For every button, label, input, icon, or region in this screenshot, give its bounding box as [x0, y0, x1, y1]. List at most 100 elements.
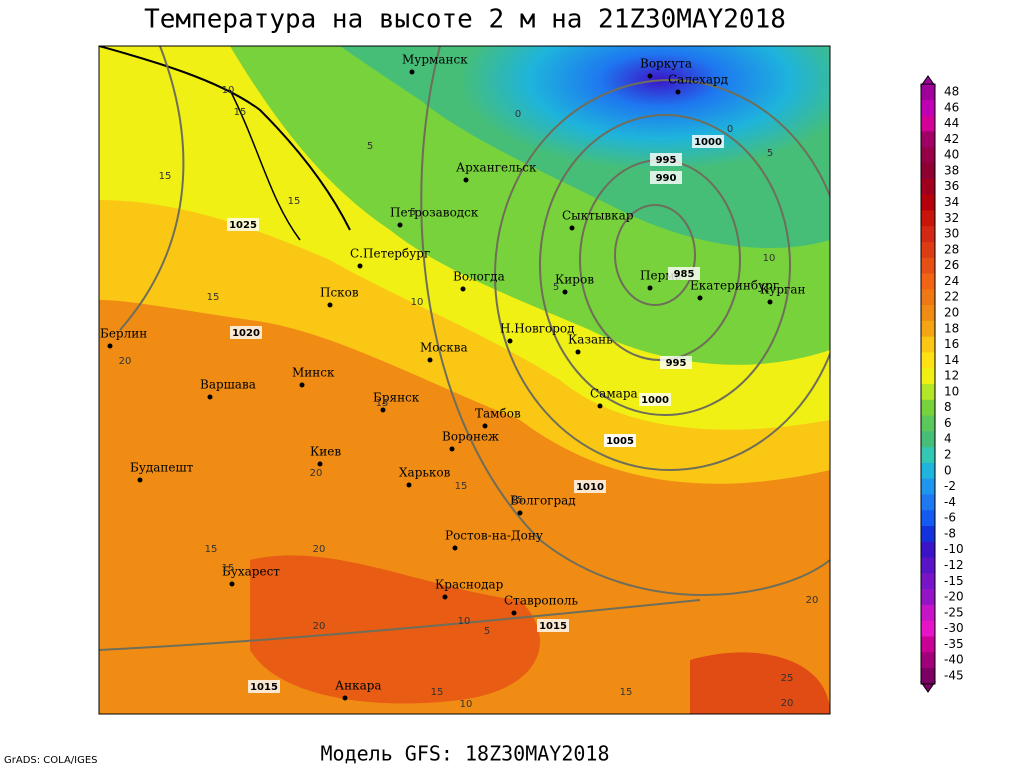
city-dot [397, 222, 403, 228]
city-label: Бухарест [222, 565, 280, 579]
legend-label: 46 [944, 100, 959, 114]
legend-label: -10 [944, 542, 964, 556]
isotherm-label: 10 [458, 616, 471, 627]
legend-label: 36 [944, 179, 959, 193]
legend-label: 42 [944, 132, 959, 146]
legend-swatch [921, 336, 935, 353]
legend-swatch [921, 462, 935, 480]
legend-label: -2 [944, 479, 956, 493]
city-label: Киров [555, 273, 594, 287]
city-label: Берлин [100, 327, 147, 341]
legend-label: 34 [944, 195, 959, 209]
isotherm-label: 15 [222, 563, 235, 574]
isotherm-label: 20 [119, 356, 132, 367]
isotherm-label: 10 [460, 699, 473, 710]
legend-swatch [921, 589, 935, 606]
legend-label: 14 [944, 353, 959, 367]
legend-label: 24 [944, 274, 959, 288]
legend-label: 44 [944, 116, 959, 130]
isotherm-label: 15 [376, 398, 389, 409]
isobar-label: 990 [656, 173, 677, 184]
legend-swatch [921, 273, 935, 290]
legend-swatch [921, 541, 935, 559]
legend-swatch [921, 620, 935, 638]
legend-swatch [921, 178, 935, 196]
legend-swatch [921, 557, 935, 574]
city-label: Ростов-на-Дону [445, 529, 543, 543]
city-label: Будапешт [130, 461, 194, 475]
isotherm-label: 5 [767, 148, 773, 159]
isotherm-label: 0 [727, 124, 733, 135]
isotherm-label: 5 [553, 282, 559, 293]
city-label: Сыктывкар [562, 209, 634, 223]
credit: GrADS: COLA/IGES [4, 755, 98, 766]
city-label: Екатеринбург [690, 279, 779, 293]
city-label: Казань [568, 333, 613, 347]
legend-swatch [921, 510, 935, 527]
legend-swatch [921, 494, 935, 511]
legend-label: 10 [944, 384, 959, 398]
legend-swatch [921, 604, 935, 622]
isobar-label-box [639, 393, 671, 406]
city-dot [517, 510, 523, 516]
city-label: Ставрополь [504, 594, 578, 608]
isobar-label: 1020 [232, 328, 260, 339]
isotherm-label: 15 [288, 196, 301, 207]
city-label: Воронеж [442, 430, 499, 444]
city-dot [569, 225, 575, 231]
isotherm-label: 15 [620, 687, 633, 698]
isobar-label-box [650, 171, 682, 184]
city-label: Минск [292, 366, 335, 380]
isobar-label: 1000 [694, 137, 722, 148]
city-dot [482, 423, 488, 429]
isotherm-label: 20 [310, 468, 323, 479]
city-label: Салехард [668, 73, 728, 87]
isobar-label: 1010 [576, 482, 604, 493]
city-dot [357, 263, 363, 269]
isobar-label: 985 [674, 269, 695, 280]
legend-label: 30 [944, 227, 959, 241]
city-dot [675, 89, 681, 95]
isobar-label-box [248, 680, 280, 693]
city-dot [452, 545, 458, 551]
isotherm-label: 20 [781, 698, 794, 709]
city-dot [229, 581, 235, 587]
isotherm-label: 15 [207, 292, 220, 303]
legend-label: -25 [944, 605, 964, 619]
city-label: Москва [420, 341, 468, 355]
isobar-label-box [650, 153, 682, 166]
legend-label: 12 [944, 369, 959, 383]
legend-swatch [921, 668, 935, 685]
isotherm-label: 15 [205, 544, 218, 555]
legend-swatch [921, 368, 935, 385]
isotherm-label: 10 [411, 297, 424, 308]
isotherm-label: 15 [455, 481, 468, 492]
isotherm-label: 15 [511, 495, 524, 506]
legend-label: -30 [944, 621, 964, 635]
isotherm-label: 5 [484, 626, 490, 637]
city-dot [507, 338, 513, 344]
isotherm-label: 20 [806, 595, 819, 606]
city-dot [597, 403, 603, 409]
city-dot [562, 289, 568, 295]
city-dot [107, 343, 113, 349]
legend-label: 8 [944, 400, 952, 414]
isobar-label-box [604, 434, 636, 447]
legend-label: -40 [944, 653, 964, 667]
city-dot [317, 461, 323, 467]
legend-swatch [921, 147, 935, 164]
legend-swatch [921, 305, 935, 322]
map [99, 46, 830, 714]
isotherm-label: 15 [159, 171, 172, 182]
model: Модель GFS: 18Z30MAY2018 [321, 742, 610, 766]
legend-label: -6 [944, 511, 956, 525]
legend-swatch [921, 241, 935, 259]
city-dot [511, 610, 517, 616]
isobar-label-box [692, 135, 724, 148]
legend-label: 2 [944, 448, 952, 462]
isotherm-label: 20 [313, 621, 326, 632]
legend-label: -8 [944, 526, 956, 540]
city-dot [463, 177, 469, 183]
city-label: Киев [310, 445, 341, 459]
city-label: Самара [590, 387, 638, 401]
